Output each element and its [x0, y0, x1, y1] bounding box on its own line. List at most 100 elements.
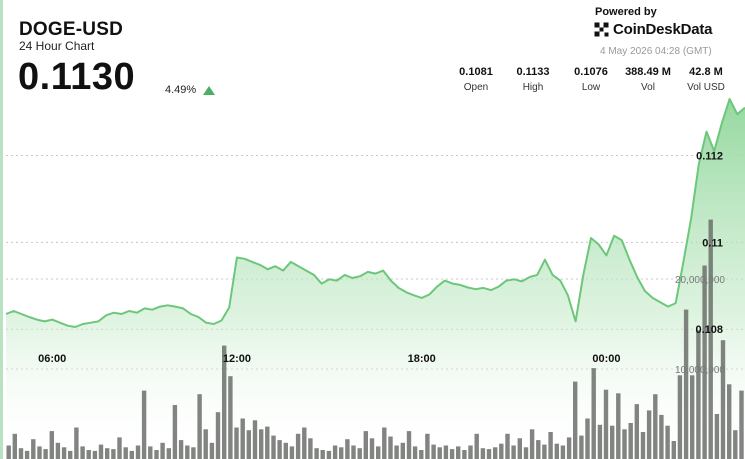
volume-bar: [653, 394, 658, 459]
volume-bar: [400, 442, 405, 459]
volume-bar: [628, 423, 633, 459]
volume-tick-label: 10,000,000: [675, 365, 725, 376]
volume-bar: [228, 376, 233, 459]
volume-bar: [185, 445, 190, 459]
volume-bar: [640, 432, 646, 459]
volume-bar: [271, 435, 276, 459]
x-tick-label: 18:00: [408, 353, 436, 365]
price-volume-chart: 0.108 0.11 0.112 20,000,000 10,000,000 06:00 1…: [5, 98, 745, 459]
volume-bar: [548, 432, 553, 459]
volume-bar: [677, 375, 683, 459]
volume-bar: [529, 429, 535, 459]
volume-bar: [480, 448, 486, 459]
stat-value: 0.1081: [459, 66, 493, 78]
stat-label: Low: [581, 82, 601, 93]
volume-bar: [369, 438, 375, 459]
volume-bar: [683, 309, 689, 459]
x-tick-label: 06:00: [38, 353, 66, 365]
coindesk-logo-icon: [594, 22, 609, 37]
volume-bar: [696, 330, 701, 459]
volume-bar: [486, 449, 492, 459]
volume-bar: [505, 433, 510, 459]
volume-bar: [12, 433, 17, 459]
volume-bar: [456, 446, 461, 459]
volume-bar: [597, 424, 603, 459]
volume-bar: [523, 447, 529, 459]
volume-bar: [234, 427, 239, 459]
x-tick-label: 12:00: [223, 353, 251, 365]
price-line: [5, 98, 745, 328]
volume-bar: [332, 445, 338, 459]
stat-value: 0.1133: [516, 66, 550, 78]
volume-bar: [246, 430, 251, 459]
brand-logo[interactable]: CoinDeskData: [594, 21, 712, 38]
volume-bar: [412, 446, 418, 459]
volume-bar: [265, 426, 270, 459]
volume-bar: [209, 442, 215, 459]
volume-bar: [203, 429, 208, 459]
volume-bar: [603, 389, 609, 459]
volume-bar: [566, 437, 572, 459]
volume-bar: [425, 433, 430, 459]
volume-bar: [468, 445, 473, 459]
volume-bar: [259, 429, 264, 459]
volume-bar: [554, 443, 559, 459]
stat-label: Vol: [641, 82, 655, 93]
volume-bar: [659, 414, 664, 459]
volume-bar: [376, 446, 381, 459]
volume-bar: [86, 450, 91, 459]
volume-bar: [671, 441, 676, 459]
x-tick-label: 00:00: [592, 353, 620, 365]
stat-value: 388.49 M: [625, 66, 671, 78]
volume-bar: [357, 448, 362, 459]
volume-bar: [616, 393, 621, 459]
volume-bar: [708, 219, 713, 459]
up-arrow-icon: [203, 86, 215, 95]
volume-bar: [6, 445, 11, 459]
volume-bar: [579, 435, 584, 459]
volume-bar: [240, 418, 245, 459]
volume-bar: [542, 444, 547, 459]
volume-bar: [560, 445, 566, 459]
volume-bar: [123, 447, 128, 459]
volume-bar: [135, 445, 141, 459]
volume-bar: [511, 445, 516, 459]
volume-bar: [80, 446, 85, 459]
volume-bar: [141, 390, 147, 459]
volume-bar: [382, 427, 387, 459]
volume-bar: [585, 418, 590, 459]
volume-bar: [197, 394, 202, 459]
stat-value: 0.1076: [574, 66, 608, 78]
volume-bar: [308, 438, 313, 459]
volume-bar: [154, 450, 159, 459]
volume-bar: [289, 446, 295, 459]
volume-bar: [111, 449, 116, 459]
volume-bar: [419, 450, 424, 459]
volume-bar: [43, 449, 48, 459]
volume-bar: [462, 450, 467, 459]
volume-bar: [363, 431, 368, 459]
volume-bar: [105, 448, 110, 459]
volume-bar: [739, 390, 744, 459]
volume-bar: [431, 444, 436, 459]
volume-bar: [215, 412, 221, 459]
volume-bar: [92, 450, 98, 459]
volume-bar: [339, 447, 344, 459]
volume-bar: [702, 265, 707, 459]
stat-vol-usd: 42.8 M Vol USD: [682, 66, 730, 93]
volume-bar: [493, 447, 498, 459]
volume-bar: [277, 440, 282, 459]
volume-bar: [252, 420, 258, 459]
volume-bar: [117, 437, 122, 459]
timestamp: 4 May 2026 04:28 (GMT): [600, 46, 712, 57]
volume-bar: [351, 445, 356, 459]
volume-bar: [320, 450, 325, 459]
volume-bar: [302, 427, 307, 459]
current-price: 0.1130: [18, 56, 136, 98]
volume-bar: [665, 425, 670, 459]
stat-open: 0.1081 Open: [455, 66, 497, 93]
volume-bar: [394, 445, 399, 459]
volume-bar: [388, 436, 393, 459]
volume-bar: [55, 442, 61, 459]
